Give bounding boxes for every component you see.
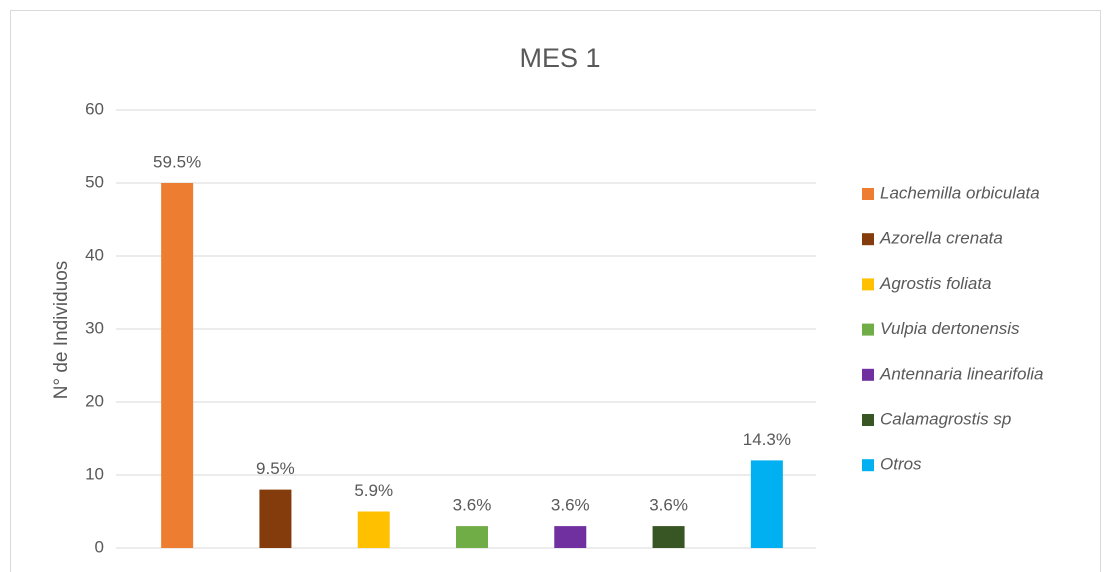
y-tick-label: 20 xyxy=(85,391,104,410)
bar xyxy=(456,526,488,548)
legend-label: Vulpia dertonensis xyxy=(880,319,1020,338)
bar xyxy=(259,489,292,548)
y-axis-label: N° de Individuos xyxy=(51,261,72,400)
data-label: 3.6% xyxy=(649,496,688,515)
bar xyxy=(554,526,587,548)
legend-label: Lachemilla orbiculata xyxy=(880,183,1040,202)
y-tick-label: 50 xyxy=(85,172,104,191)
legend-swatch xyxy=(862,323,874,336)
bar xyxy=(652,526,685,548)
data-label: 3.6% xyxy=(551,496,590,515)
y-tick-label: 0 xyxy=(95,537,104,556)
legend-swatch xyxy=(862,459,874,472)
legend-label: Calamagrostis sp xyxy=(880,409,1011,428)
data-label: 3.6% xyxy=(453,496,492,515)
legend-label: Otros xyxy=(880,455,922,474)
y-tick-label: 10 xyxy=(85,464,104,483)
legend-label: Agrostis foliata xyxy=(879,274,992,293)
legend-swatch xyxy=(862,368,874,381)
bar xyxy=(750,460,783,548)
legend-swatch xyxy=(862,233,874,246)
y-tick-label: 60 xyxy=(85,99,104,118)
data-label: 14.3% xyxy=(743,430,791,449)
chart-title: MES 1 xyxy=(519,43,600,73)
bar xyxy=(161,183,194,548)
legend-swatch xyxy=(862,278,874,291)
legend-swatch xyxy=(862,414,874,426)
y-tick-label: 30 xyxy=(85,318,104,337)
legend-label: Antennaria linearifolia xyxy=(879,364,1044,383)
bar xyxy=(357,511,390,548)
legend-label: Azorella crenata xyxy=(879,229,1003,248)
data-label: 9.5% xyxy=(256,459,295,478)
data-label: 5.9% xyxy=(354,481,393,500)
data-label: 59.5% xyxy=(153,152,201,171)
legend-swatch xyxy=(862,188,874,200)
y-tick-label: 40 xyxy=(85,245,104,264)
